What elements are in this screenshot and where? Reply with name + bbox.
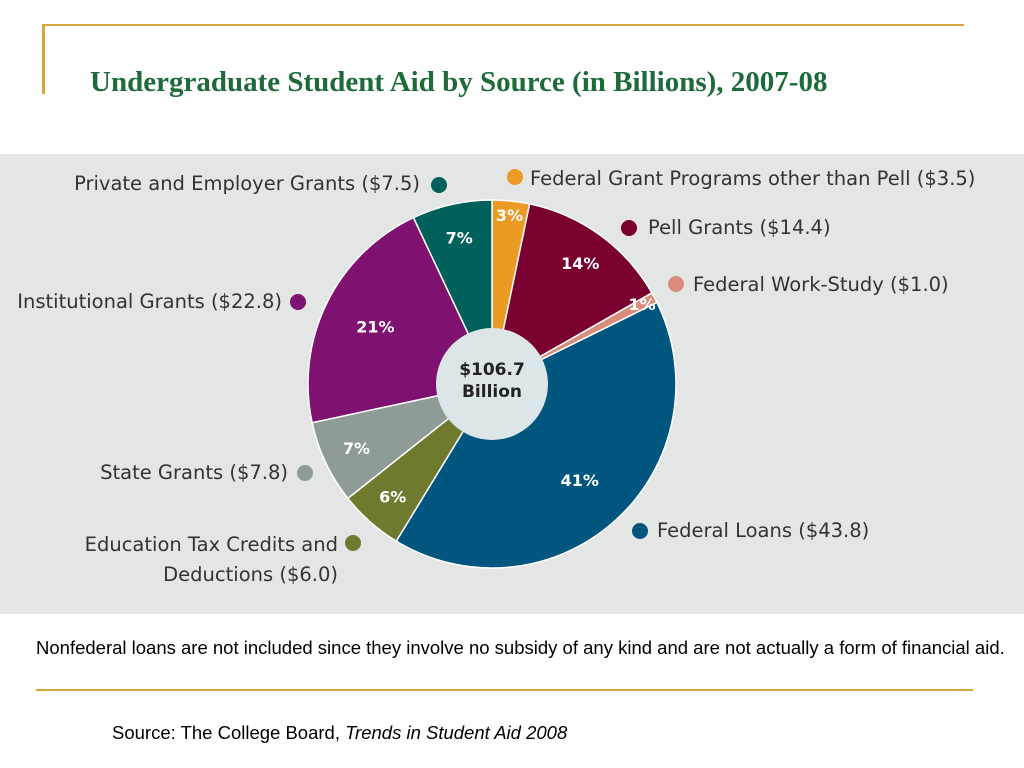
pie-chart: 3% 14% 1% 41% 6% 7% 21% 7% Federal Grant Progra… — [17, 167, 975, 586]
slice-percent-label: 14% — [561, 254, 599, 273]
legend-marker — [290, 294, 306, 310]
legend-label: Deductions ($6.0) — [163, 563, 338, 586]
pie-slice — [490, 203, 653, 386]
legend-marker — [345, 535, 361, 551]
legend-marker — [507, 169, 523, 185]
legend-marker — [668, 276, 684, 292]
legend-label: Federal Work-Study ($1.0) — [693, 273, 949, 296]
legend-marker — [431, 177, 447, 193]
slice-percent-label: 41% — [561, 471, 599, 490]
legend-label: State Grants ($7.8) — [100, 461, 288, 484]
frame-top-rule — [42, 24, 964, 26]
slice-percent-label: 7% — [446, 229, 473, 248]
source-prefix: Source: The College Board, — [112, 722, 346, 743]
chart-panel: 3% 14% 1% 41% 6% 7% 21% 7% Federal Grant Progra… — [0, 154, 1024, 614]
slice-percent-label: 21% — [356, 317, 394, 336]
pie-slice — [395, 301, 677, 569]
legend-marker — [632, 523, 648, 539]
legend-label: Institutional Grants ($22.8) — [17, 290, 282, 313]
slice-percent-label: 1% — [629, 295, 656, 314]
footnote: Nonfederal loans are not included since … — [36, 637, 1005, 658]
legend-label: Pell Grants ($14.4) — [648, 216, 831, 239]
center-total-unit: Billion — [462, 382, 522, 402]
slice-percent-label: 3% — [496, 206, 523, 225]
slice-percent-label: 7% — [343, 439, 370, 458]
legend-marker — [297, 465, 313, 481]
center-total-value: $106.7 — [459, 360, 525, 380]
frame-left-rule — [42, 24, 45, 94]
slice-percent-label: 6% — [379, 487, 406, 506]
legend-marker — [621, 220, 637, 236]
legend-label: Federal Grant Programs other than Pell (… — [530, 167, 975, 190]
pie-center-hole — [436, 328, 548, 440]
source-line: Source: The College Board, Trends in Stu… — [112, 722, 567, 744]
source-title: Trends in Student Aid 2008 — [345, 722, 568, 743]
bottom-rule — [36, 689, 973, 691]
slide-title: Undergraduate Student Aid by Source (in … — [90, 66, 828, 98]
legend-label: Education Tax Credits and — [85, 533, 338, 556]
legend-label: Private and Employer Grants ($7.5) — [74, 172, 420, 195]
legend-label: Federal Loans ($43.8) — [657, 519, 869, 542]
